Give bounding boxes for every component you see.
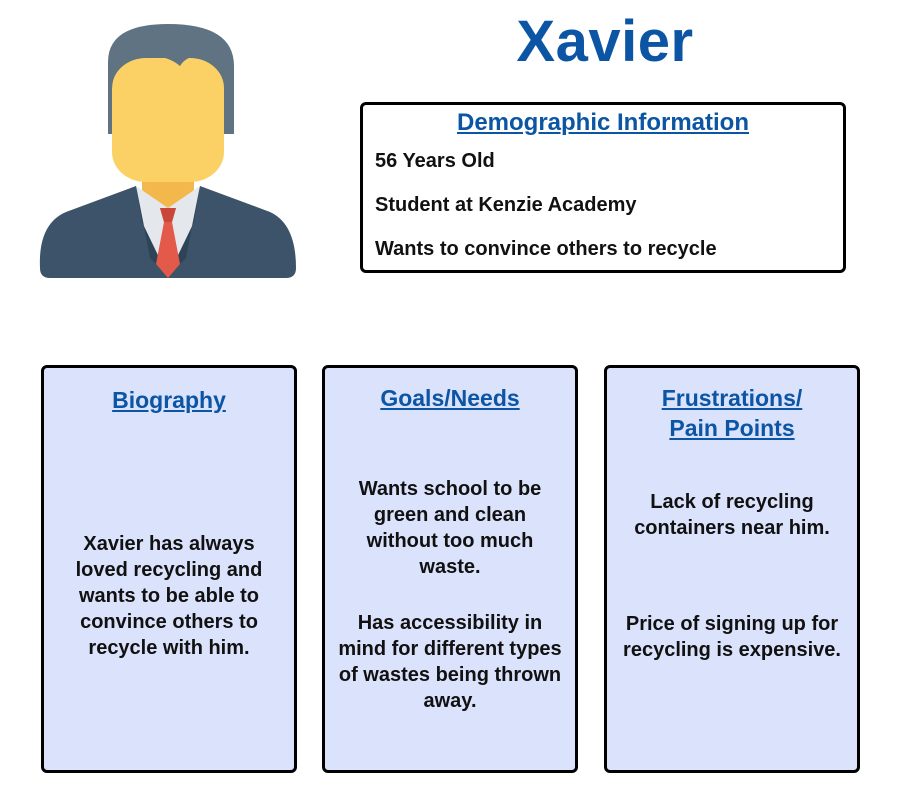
persona-name: Xavier: [516, 9, 694, 74]
goal-item: Has accessibility in mind for different …: [338, 612, 562, 712]
goal-item: Wants school to be green and clean witho…: [358, 478, 542, 578]
goals-heading: Goals/Needs: [380, 385, 520, 411]
biography-card: Biography Xavier has always loved recycl…: [41, 365, 297, 773]
businessman-avatar-icon: [39, 24, 296, 278]
biography-text: Xavier has always loved recycling and wa…: [75, 533, 263, 659]
demographic-heading: Demographic Information: [456, 109, 750, 136]
occupation-text: Student at Kenzie Academy: [375, 194, 637, 216]
frustration-item: Price of signing up for recycling is exp…: [623, 613, 841, 661]
age-text: 56 Years Old: [375, 150, 495, 172]
frustrations-heading-line1: Frustrations/: [661, 385, 803, 411]
demographic-card: Demographic Information 56 Years Old Stu…: [360, 102, 846, 273]
frustration-item: Lack of recycling containers near him.: [634, 491, 830, 539]
motivation-text: Wants to convince others to recycle: [375, 238, 717, 260]
biography-heading: Biography: [112, 387, 226, 413]
goals-card: Goals/Needs Wants school to be green and…: [322, 365, 578, 773]
frustrations-card: Frustrations/ Pain Points Lack of recycl…: [604, 365, 860, 773]
frustrations-heading-line2: Pain Points: [669, 415, 795, 441]
